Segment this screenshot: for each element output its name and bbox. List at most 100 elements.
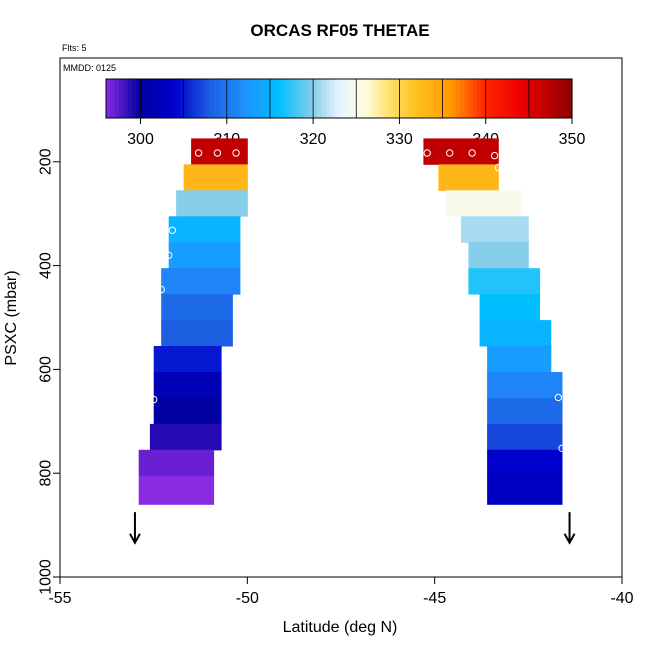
data-cell (487, 449, 563, 477)
colorbar-swatch (123, 79, 129, 118)
colorbar-swatch (498, 79, 504, 118)
colorbar-swatch (511, 79, 517, 118)
data-cell (487, 397, 563, 425)
colorbar-swatch (231, 79, 237, 118)
colorbar-swatch (110, 79, 116, 118)
direction-arrows (129, 512, 576, 545)
colorbar-tick-label: 350 (559, 131, 586, 148)
colorbar-swatch (291, 79, 297, 118)
data-cell (487, 372, 563, 399)
y-tick-label: 1000 (38, 559, 55, 595)
colorbar-swatch (200, 79, 206, 118)
colorbar-swatch (520, 79, 526, 118)
data-cell (191, 138, 248, 165)
colorbar-swatch (166, 79, 172, 118)
colorbar-swatch (360, 79, 366, 118)
colorbar-swatch (114, 79, 120, 118)
colorbar-swatch (235, 79, 241, 118)
data-cell (468, 242, 529, 269)
colorbar-swatch (209, 79, 215, 118)
colorbar-swatch (386, 79, 392, 118)
colorbar-swatch (459, 79, 465, 118)
colorbar-swatch (563, 79, 569, 118)
colorbar-swatch (239, 79, 245, 118)
colorbar-swatch (175, 79, 180, 118)
colorbar-swatch (153, 79, 159, 118)
colorbar-swatch (507, 79, 513, 118)
colorbar-swatch (339, 79, 344, 118)
data-cell (168, 242, 241, 269)
colorbar-swatch (416, 79, 422, 118)
colorbar-swatch (287, 79, 293, 118)
data-marker (554, 393, 562, 402)
colorbar-swatch (183, 79, 189, 118)
data-marker (165, 251, 173, 259)
colorbar-swatch (554, 79, 560, 118)
data-marker (150, 395, 158, 404)
data-cell (138, 449, 215, 477)
data-marker (558, 444, 566, 452)
data-cell (487, 475, 563, 505)
colorbar-swatch (226, 79, 232, 118)
colorbar-swatch (382, 79, 388, 118)
data-cell (153, 372, 222, 399)
data-marker (157, 285, 165, 294)
colorbar-swatch (351, 79, 357, 118)
direction-arrow-head (563, 533, 576, 545)
data-cell (460, 216, 529, 243)
y-tick-label: 600 (38, 356, 55, 383)
colorbar-swatch (300, 79, 306, 118)
colorbar-swatch (433, 79, 439, 118)
colorbar-swatch (343, 79, 349, 118)
data-marker (468, 149, 476, 157)
colorbar-swatch (377, 79, 383, 118)
data-marker (194, 149, 203, 157)
data-markers (150, 149, 566, 452)
colorbar-swatch (446, 79, 452, 118)
data-cells (138, 138, 563, 505)
colorbar-swatch (187, 79, 193, 118)
data-cell (161, 268, 241, 295)
colorbar-swatch (477, 79, 482, 118)
flights-note: Flts: 5 (62, 43, 87, 53)
colorbar-swatch (567, 79, 573, 118)
colorbar-swatch (205, 79, 211, 118)
colorbar-swatch (317, 79, 323, 118)
colorbar-swatch (274, 79, 280, 118)
colorbar-swatch (425, 79, 431, 118)
colorbar-swatch (118, 79, 124, 118)
data-cell (176, 190, 248, 217)
colorbar-swatch (278, 79, 284, 118)
data-cell (153, 346, 222, 373)
data-cell (161, 294, 233, 321)
data-cell (153, 397, 222, 425)
direction-arrow-head (129, 533, 141, 545)
colorbar-swatch (550, 79, 556, 118)
y-tick-label: 400 (38, 252, 55, 279)
colorbar: 300310320330340350 (105, 78, 586, 148)
colorbar-swatch (481, 79, 487, 118)
colorbar-swatch (533, 79, 539, 118)
colorbar-swatch (524, 79, 530, 118)
y-axis: 200 400 600 800 1000 (38, 148, 60, 595)
colorbar-swatch (326, 79, 331, 118)
data-marker (168, 226, 177, 235)
y-tick-label: 200 (38, 148, 55, 175)
colorbar-swatch (218, 79, 224, 118)
colorbar-swatch (321, 79, 327, 118)
colorbar-swatch (399, 79, 405, 118)
data-cell (138, 475, 215, 505)
colorbar-swatch (559, 79, 564, 118)
colorbar-swatch (408, 79, 413, 118)
colorbar-swatch (313, 79, 319, 118)
colorbar-tick-label: 320 (300, 131, 327, 148)
colorbar-swatch (468, 79, 474, 118)
data-marker (490, 151, 499, 160)
x-tick-label: -50 (236, 590, 259, 607)
colorbar-swatch (515, 79, 521, 118)
colorbar-swatch (546, 79, 552, 118)
colorbar-swatch (442, 79, 448, 118)
colorbar-swatch (330, 79, 336, 118)
data-cell (423, 138, 499, 165)
